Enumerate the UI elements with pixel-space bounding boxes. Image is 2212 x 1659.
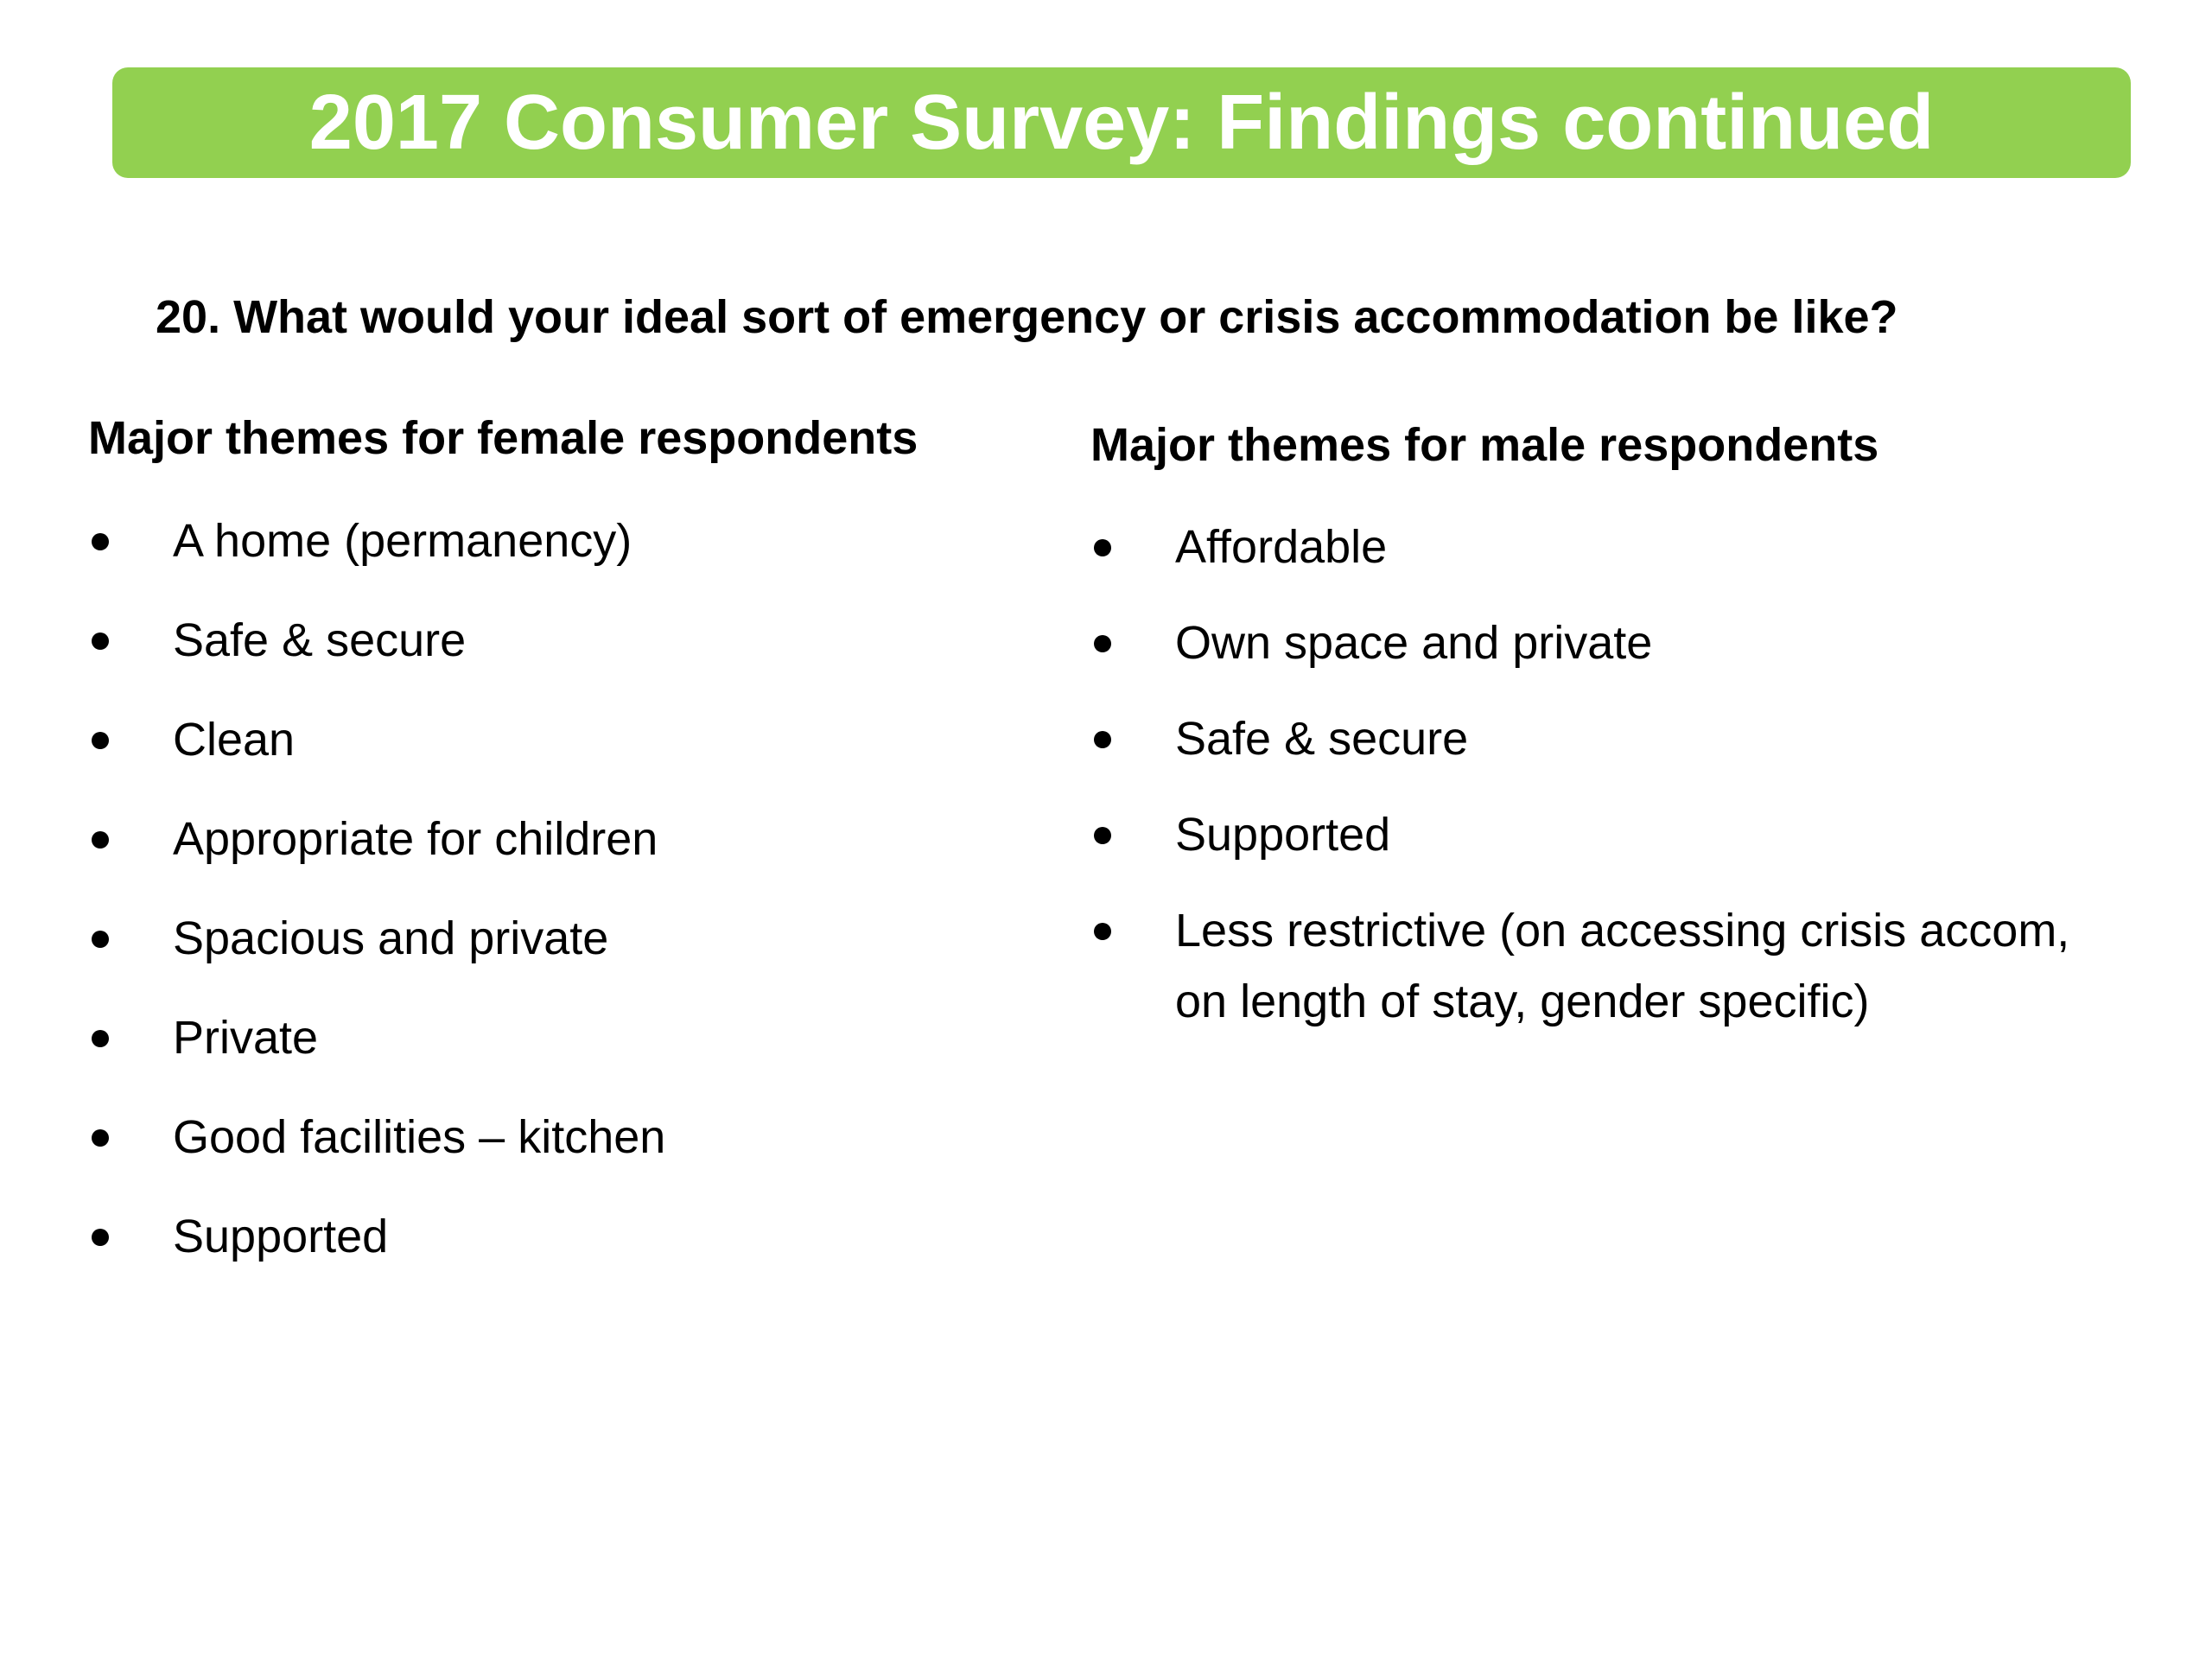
- theme-text: Own space and private: [1175, 617, 1653, 669]
- theme-text: Spacious and private: [173, 912, 609, 964]
- theme-text: Appropriate for children: [173, 813, 658, 865]
- female-theme-item: Spacious and private: [88, 903, 969, 974]
- theme-text: Affordable: [1175, 521, 1388, 573]
- theme-text: A home (permanency): [173, 515, 632, 567]
- bullet-icon: [92, 533, 109, 550]
- bullet-icon: [1094, 539, 1111, 556]
- theme-text: Good facilities – kitchen: [173, 1111, 666, 1163]
- female-theme-item: Good facilities – kitchen: [88, 1102, 969, 1173]
- title-banner: 2017 Consumer Survey: Findings continued: [112, 67, 2131, 178]
- female-themes-heading: Major themes for female respondents: [88, 412, 918, 464]
- slide-title: 2017 Consumer Survey: Findings continued: [308, 79, 1935, 166]
- bullet-icon: [92, 931, 109, 948]
- male-theme-item: Supported: [1090, 799, 2127, 870]
- male-theme-item: Own space and private: [1090, 607, 2127, 678]
- bullet-icon: [92, 1030, 109, 1047]
- theme-text: Less restrictive (on accessing crisis ac…: [1175, 905, 2070, 1027]
- female-theme-item: Private: [88, 1002, 969, 1073]
- bullet-icon: [92, 632, 109, 650]
- theme-text: Safe & secure: [1175, 713, 1469, 765]
- bullet-icon: [1094, 923, 1111, 940]
- male-themes-list: Affordable Own space and private Safe & …: [1090, 512, 2127, 1062]
- female-themes-list: A home (permanency) Safe & secure Clean …: [88, 505, 969, 1300]
- male-theme-item: Less restrictive (on accessing crisis ac…: [1090, 895, 2127, 1037]
- female-theme-item: Safe & secure: [88, 605, 969, 676]
- male-theme-item: Affordable: [1090, 512, 2127, 582]
- theme-text: Private: [173, 1012, 319, 1064]
- male-theme-item: Safe & secure: [1090, 703, 2127, 774]
- theme-text: Supported: [173, 1211, 389, 1262]
- bullet-icon: [1094, 827, 1111, 844]
- theme-text: Clean: [173, 714, 296, 766]
- bullet-icon: [92, 1129, 109, 1147]
- male-themes-heading: Major themes for male respondents: [1090, 419, 1879, 471]
- female-theme-item: Clean: [88, 704, 969, 775]
- bullet-icon: [1094, 731, 1111, 748]
- bullet-icon: [1094, 635, 1111, 652]
- bullet-icon: [92, 1229, 109, 1246]
- theme-text: Supported: [1175, 809, 1391, 861]
- survey-question: 20. What would your ideal sort of emerge…: [156, 291, 1898, 343]
- bullet-icon: [92, 831, 109, 849]
- female-theme-item: A home (permanency): [88, 505, 969, 576]
- bullet-icon: [92, 732, 109, 749]
- female-theme-item: Appropriate for children: [88, 804, 969, 874]
- female-theme-item: Supported: [88, 1201, 969, 1272]
- theme-text: Safe & secure: [173, 614, 467, 666]
